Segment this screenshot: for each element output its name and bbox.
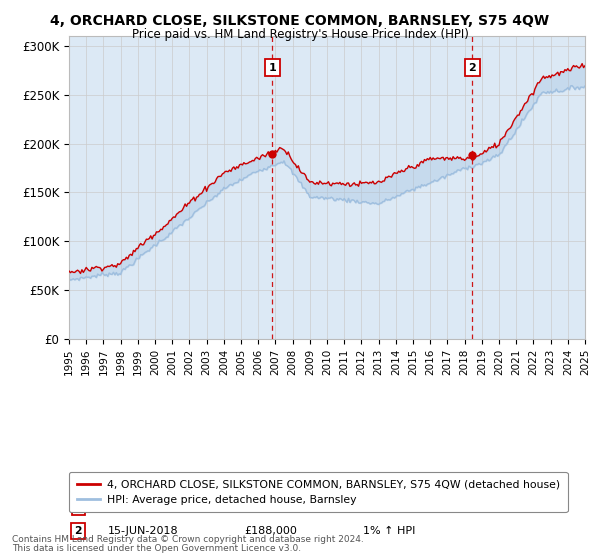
Text: Contains HM Land Registry data © Crown copyright and database right 2024.: Contains HM Land Registry data © Crown c… [12,535,364,544]
Text: 15-JUN-2018: 15-JUN-2018 [108,526,178,536]
Text: 2: 2 [469,63,476,73]
Text: 1: 1 [269,63,277,73]
Text: £189,000: £189,000 [244,502,298,512]
Legend: 4, ORCHARD CLOSE, SILKSTONE COMMON, BARNSLEY, S75 4QW (detached house), HPI: Ave: 4, ORCHARD CLOSE, SILKSTONE COMMON, BARN… [69,472,568,512]
Text: 2: 2 [74,526,82,536]
Text: 9% ↑ HPI: 9% ↑ HPI [363,502,416,512]
Text: 4, ORCHARD CLOSE, SILKSTONE COMMON, BARNSLEY, S75 4QW: 4, ORCHARD CLOSE, SILKSTONE COMMON, BARN… [50,14,550,28]
Text: 1% ↑ HPI: 1% ↑ HPI [363,526,415,536]
Text: 30-OCT-2006: 30-OCT-2006 [108,502,181,512]
Text: Price paid vs. HM Land Registry's House Price Index (HPI): Price paid vs. HM Land Registry's House … [131,28,469,41]
Text: 1: 1 [74,502,82,512]
Text: This data is licensed under the Open Government Licence v3.0.: This data is licensed under the Open Gov… [12,544,301,553]
Text: £188,000: £188,000 [244,526,298,536]
